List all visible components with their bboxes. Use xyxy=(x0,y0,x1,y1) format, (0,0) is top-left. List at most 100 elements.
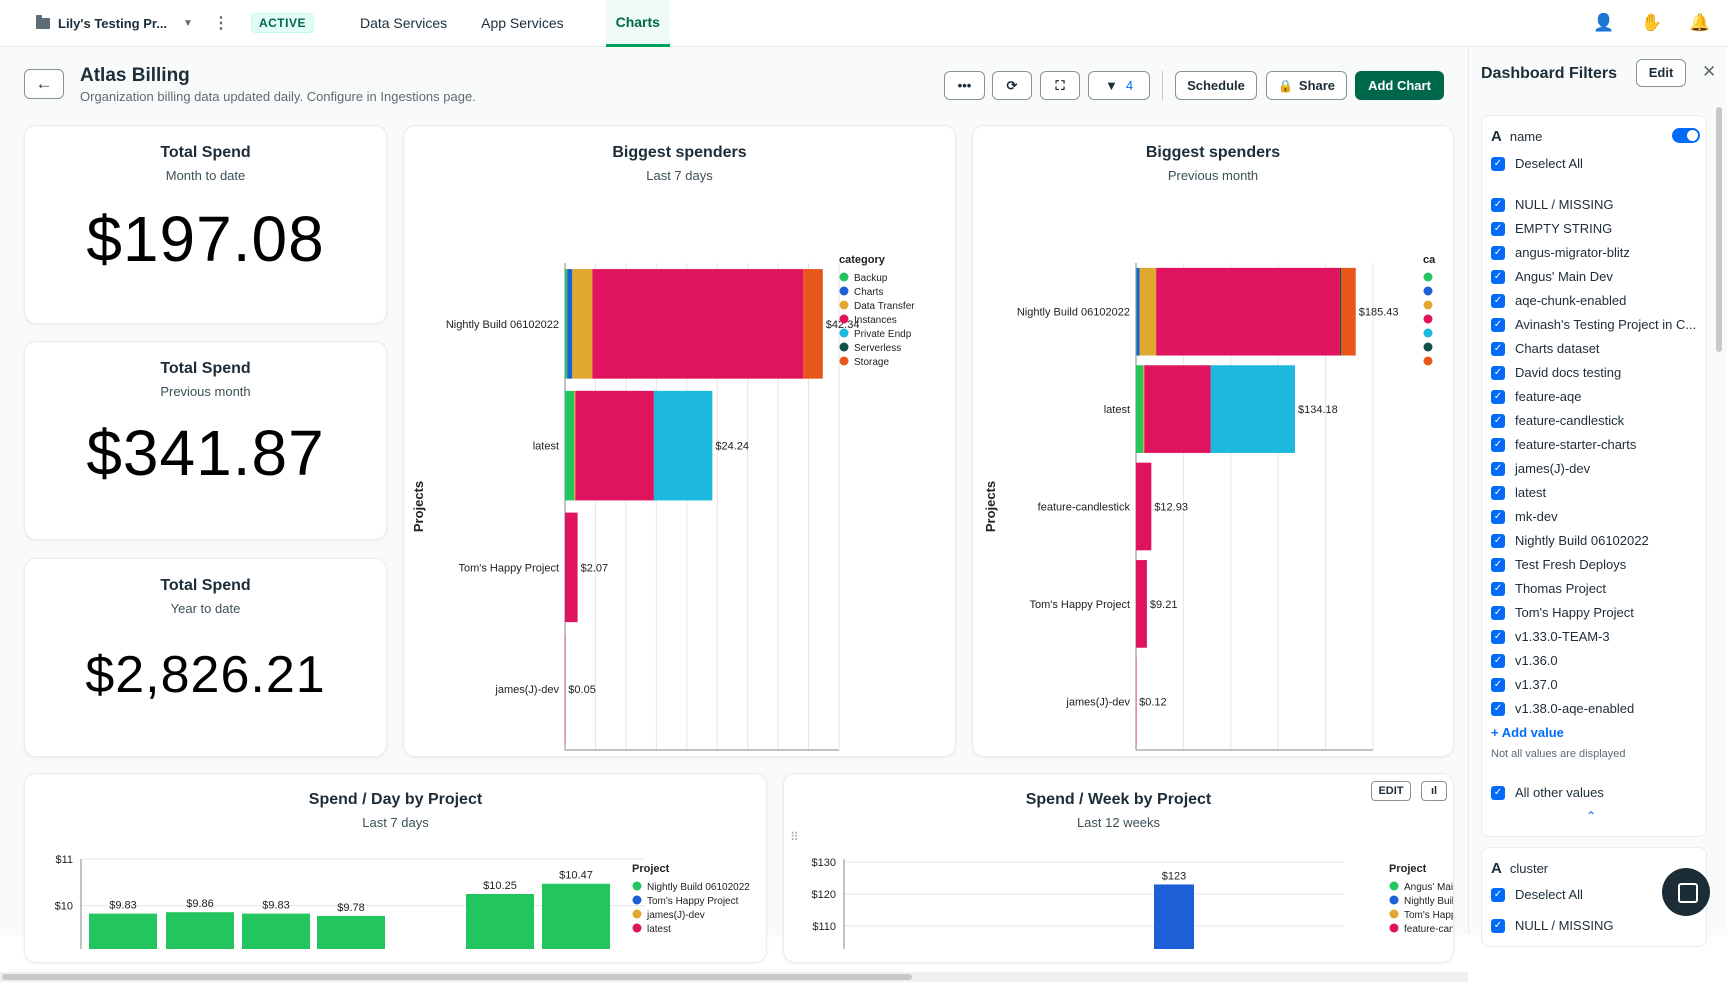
kpi-card-year-to-date[interactable]: Total Spend Year to date $2,826.21 xyxy=(24,558,387,757)
checkbox-label: Deselect All xyxy=(1515,887,1583,902)
edit-filters-button[interactable]: Edit xyxy=(1636,59,1686,87)
filter-value-checkbox[interactable]: ✓ v1.37.0 xyxy=(1491,677,1699,692)
filter-toggle[interactable] xyxy=(1672,128,1700,143)
arrow-left-icon: ← xyxy=(35,74,53,93)
chart-card-spend-day[interactable]: Spend / Day by Project Last 7 days $11 $1… xyxy=(24,773,767,963)
schedule-button[interactable]: Schedule xyxy=(1175,71,1257,100)
filter-value-checkbox[interactable]: ✓ feature-candlestick xyxy=(1491,413,1699,428)
drag-handle-icon[interactable]: ⠿ xyxy=(790,830,799,844)
bell-icon[interactable]: 🔔 xyxy=(1689,13,1711,32)
bar xyxy=(242,913,310,949)
panel-scrollbar[interactable] xyxy=(1716,107,1722,352)
chevron-down-icon[interactable]: ▼ xyxy=(183,17,193,29)
bar-segment xyxy=(565,269,568,379)
checkbox-label: v1.38.0-aqe-enabled xyxy=(1515,701,1635,716)
chevron-up-icon[interactable]: ⌃ xyxy=(1586,809,1597,823)
filter-value-checkbox[interactable]: ✓ v1.33.0-TEAM-3 xyxy=(1491,629,1699,644)
add-value-button[interactable]: + Add value xyxy=(1491,725,1564,740)
filter-value-checkbox[interactable]: ✓ David docs testing xyxy=(1491,365,1699,380)
legend-marker xyxy=(839,356,849,366)
back-button[interactable]: ← xyxy=(24,69,64,99)
kpi-title: Total Spend xyxy=(160,360,251,377)
legend-title: Project xyxy=(1389,863,1427,875)
filter-value-checkbox[interactable]: ✓ NULL / MISSING xyxy=(1491,918,1699,933)
fullscreen-button[interactable]: ⛶ xyxy=(1040,71,1080,100)
filter-value-checkbox[interactable]: ✓ Thomas Project xyxy=(1491,581,1699,596)
bar-segment xyxy=(1139,267,1157,356)
filter-value-checkbox[interactable]: ✓ Charts dataset xyxy=(1491,341,1699,356)
legend-label: Charts xyxy=(854,287,883,298)
bar-segment xyxy=(1136,657,1137,746)
filter-value-checkbox[interactable]: ✓ james(J)-dev xyxy=(1491,461,1699,476)
project-menu-icon[interactable]: ⋮ xyxy=(212,15,229,32)
checkbox-checked-icon: ✓ xyxy=(1491,509,1505,524)
deselect-all-checkbox[interactable]: ✓ Deselect All xyxy=(1491,156,1699,171)
checkbox-label: Test Fresh Deploys xyxy=(1515,557,1627,572)
chart-svg: $0 $5 $10 $15 $20 $25 $30 $35 $40 $45 Nightly Buil… xyxy=(411,254,915,751)
chart-card-spend-week[interactable]: Spend / Week by Project Last 12 weeks ED… xyxy=(783,773,1454,963)
checkbox-label: feature-starter-charts xyxy=(1515,437,1637,452)
chart-subtitle: Last 7 days xyxy=(362,815,429,830)
chart-card-biggest-spenders-7d[interactable]: Biggest spenders Last 7 days $0 $5 $10 $15 $… xyxy=(403,125,956,757)
filter-value-checkbox[interactable]: ✓ Tom's Happy Project xyxy=(1491,605,1699,620)
filter-value-checkbox[interactable]: ✓ Angus' Main Dev xyxy=(1491,269,1699,284)
access-manager-icon[interactable]: ✋ xyxy=(1641,13,1663,32)
share-button[interactable]: 🔒 Share xyxy=(1266,71,1347,100)
invite-user-icon[interactable]: 👤 xyxy=(1593,13,1615,32)
y-tick-label: latest xyxy=(1104,404,1130,416)
edit-chart-button[interactable]: EDIT xyxy=(1371,781,1411,801)
legend-marker xyxy=(1423,314,1433,324)
bar-segment xyxy=(565,634,566,744)
chart-card-biggest-spenders-prev-month[interactable]: Biggest spenders Previous month $0 $40 $80… xyxy=(972,125,1454,757)
refresh-button[interactable]: ⟳ xyxy=(992,71,1032,100)
chart-type-button[interactable]: ıl xyxy=(1421,781,1447,801)
checkbox-checked-icon: ✓ xyxy=(1491,581,1505,596)
scrollbar-thumb[interactable] xyxy=(2,974,912,980)
chat-support-button[interactable] xyxy=(1662,868,1710,916)
filter-value-checkbox[interactable]: ✓ feature-aqe xyxy=(1491,389,1699,404)
bar-segment xyxy=(1156,267,1340,356)
deselect-all-checkbox[interactable]: ✓ Deselect All xyxy=(1491,887,1699,902)
y-tick-label: $120 xyxy=(812,889,836,901)
filter-value-checkbox[interactable]: ✓ Avinash's Testing Project in C... xyxy=(1491,317,1699,332)
legend-marker xyxy=(1423,356,1433,366)
chart-subtitle: Previous month xyxy=(1167,168,1259,183)
legend-label: Nightly Build 06102022 xyxy=(647,882,750,893)
checkbox-label: feature-candlestick xyxy=(1515,413,1625,428)
tab-charts[interactable]: Charts xyxy=(605,0,670,47)
kpi-card-previous-month[interactable]: Total Spend Previous month $341.87 xyxy=(24,341,387,540)
filter-icon: ▼ xyxy=(1104,78,1118,93)
project-selector[interactable]: Lily's Testing Pr... ▼ xyxy=(36,14,193,31)
toolbar-divider xyxy=(1162,71,1163,100)
tab-data-services[interactable]: Data Services xyxy=(359,15,448,31)
filter-button[interactable]: ▼ 4 xyxy=(1088,71,1150,100)
legend-label: Serverless xyxy=(854,343,901,354)
checkbox-checked-icon: ✓ xyxy=(1491,437,1505,452)
filter-value-checkbox[interactable]: ✓ latest xyxy=(1491,485,1699,500)
filter-value-checkbox[interactable]: ✓ v1.36.0 xyxy=(1491,653,1699,668)
tab-app-services[interactable]: App Services xyxy=(481,15,564,31)
checkbox-label: NULL / MISSING xyxy=(1515,918,1614,933)
add-chart-button[interactable]: Add Chart xyxy=(1355,71,1444,100)
all-other-values-checkbox[interactable]: ✓ All other values xyxy=(1491,785,1699,800)
status-badge: ACTIVE xyxy=(250,13,314,33)
y-tick-label: Tom's Happy Project xyxy=(1029,599,1130,611)
filter-value-checkbox[interactable]: ✓ feature-starter-charts xyxy=(1491,437,1699,452)
filter-value-checkbox[interactable]: ✓ aqe-chunk-enabled xyxy=(1491,293,1699,308)
legend-marker xyxy=(1389,909,1399,919)
more-options-button[interactable]: ••• xyxy=(944,71,985,100)
x-tick-label: $160 xyxy=(1313,756,1337,757)
filter-value-checkbox[interactable]: ✓ angus-migrator-blitz xyxy=(1491,245,1699,260)
horizontal-scrollbar[interactable] xyxy=(0,972,1468,982)
filter-value-checkbox[interactable]: ✓ Test Fresh Deploys xyxy=(1491,557,1699,572)
close-icon[interactable]: ✕ xyxy=(1702,62,1717,81)
filter-value-checkbox[interactable]: ✓ NULL / MISSING xyxy=(1491,197,1699,212)
filter-value-checkbox[interactable]: ✓ Nightly Build 06102022 xyxy=(1491,533,1699,548)
filter-value-checkbox[interactable]: ✓ mk-dev xyxy=(1491,509,1699,524)
bar-segment xyxy=(565,512,578,623)
kpi-value: $197.08 xyxy=(86,203,325,275)
filter-value-checkbox[interactable]: ✓ EMPTY STRING xyxy=(1491,221,1699,236)
kpi-subtitle: Year to date xyxy=(170,601,241,616)
kpi-card-month-to-date[interactable]: Total Spend Month to date $197.08 xyxy=(24,125,387,324)
filter-value-checkbox[interactable]: ✓ v1.38.0-aqe-enabled xyxy=(1491,701,1699,716)
